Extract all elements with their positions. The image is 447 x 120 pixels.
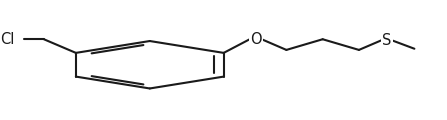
Text: O: O bbox=[250, 32, 261, 47]
Text: S: S bbox=[382, 33, 391, 48]
Text: Cl: Cl bbox=[0, 32, 14, 47]
